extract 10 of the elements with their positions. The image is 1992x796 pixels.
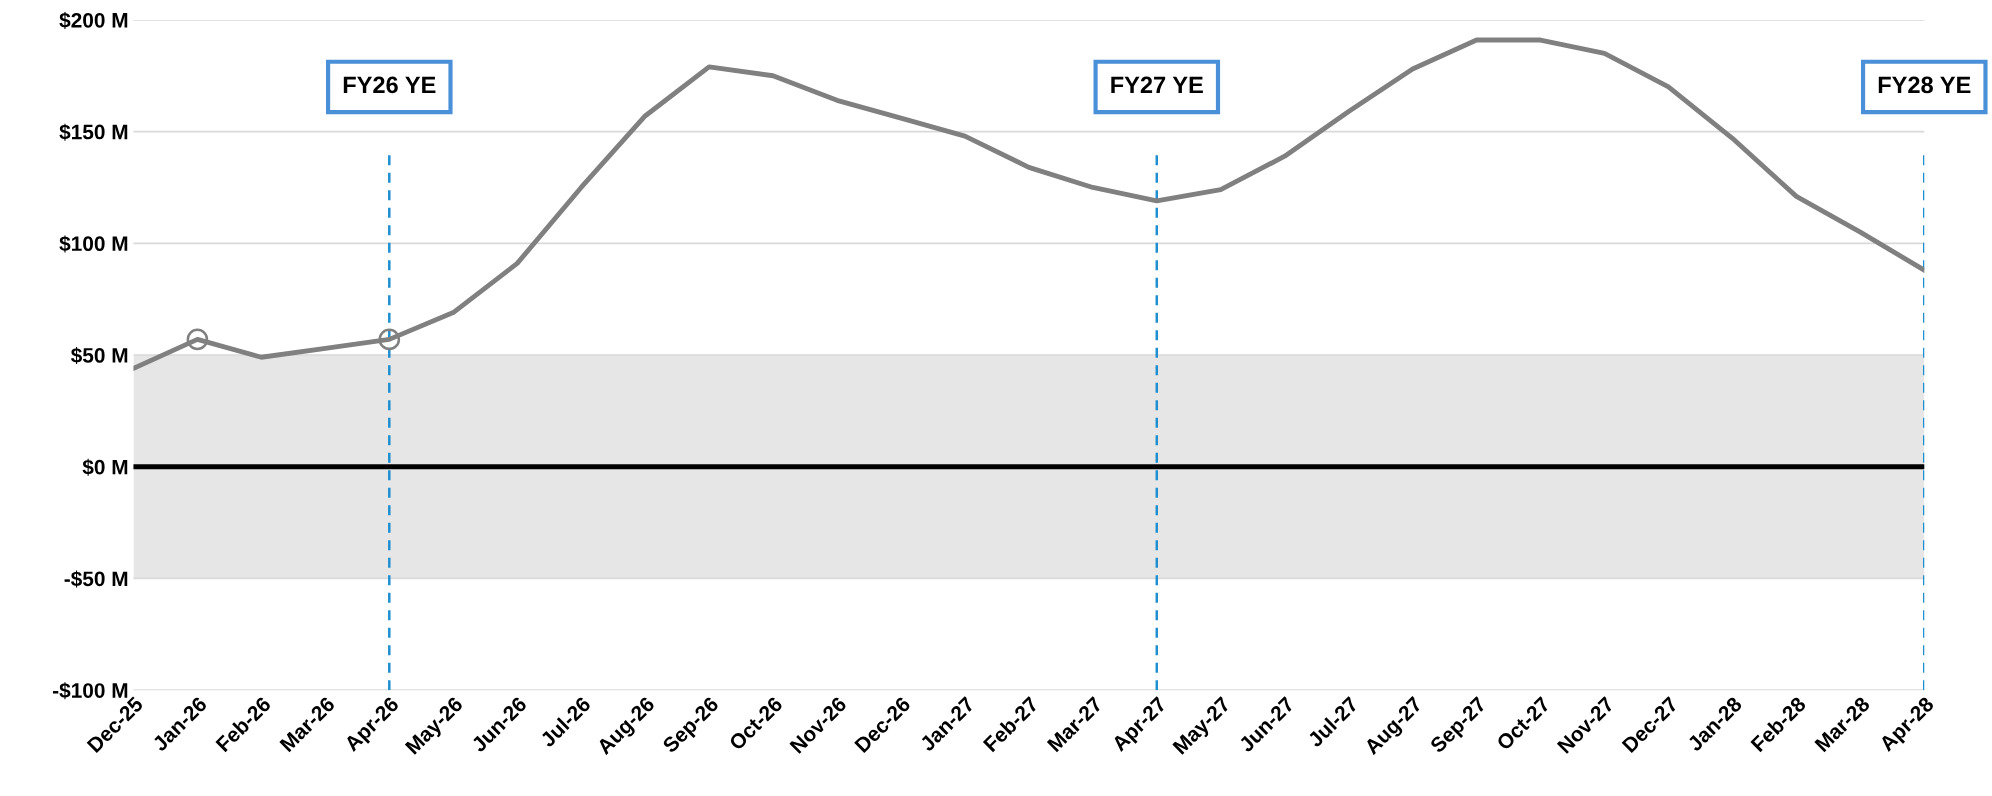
ref-line-label: FY27 YE [1111,76,1203,94]
y-tick-label: $50 M [70,347,128,365]
y-tick-label: -$50 M [64,570,128,588]
ref-line-label: FY26 YE [343,76,436,94]
y-tick-label: -$100 M [53,682,128,700]
y-tick-label: $0 M [82,458,128,476]
ref-line-label: FY28 YE [1878,76,1971,94]
y-tick-label: $100 M [59,235,128,253]
y-tick-label: $200 M [59,11,128,29]
y-tick-label: $150 M [59,123,128,141]
